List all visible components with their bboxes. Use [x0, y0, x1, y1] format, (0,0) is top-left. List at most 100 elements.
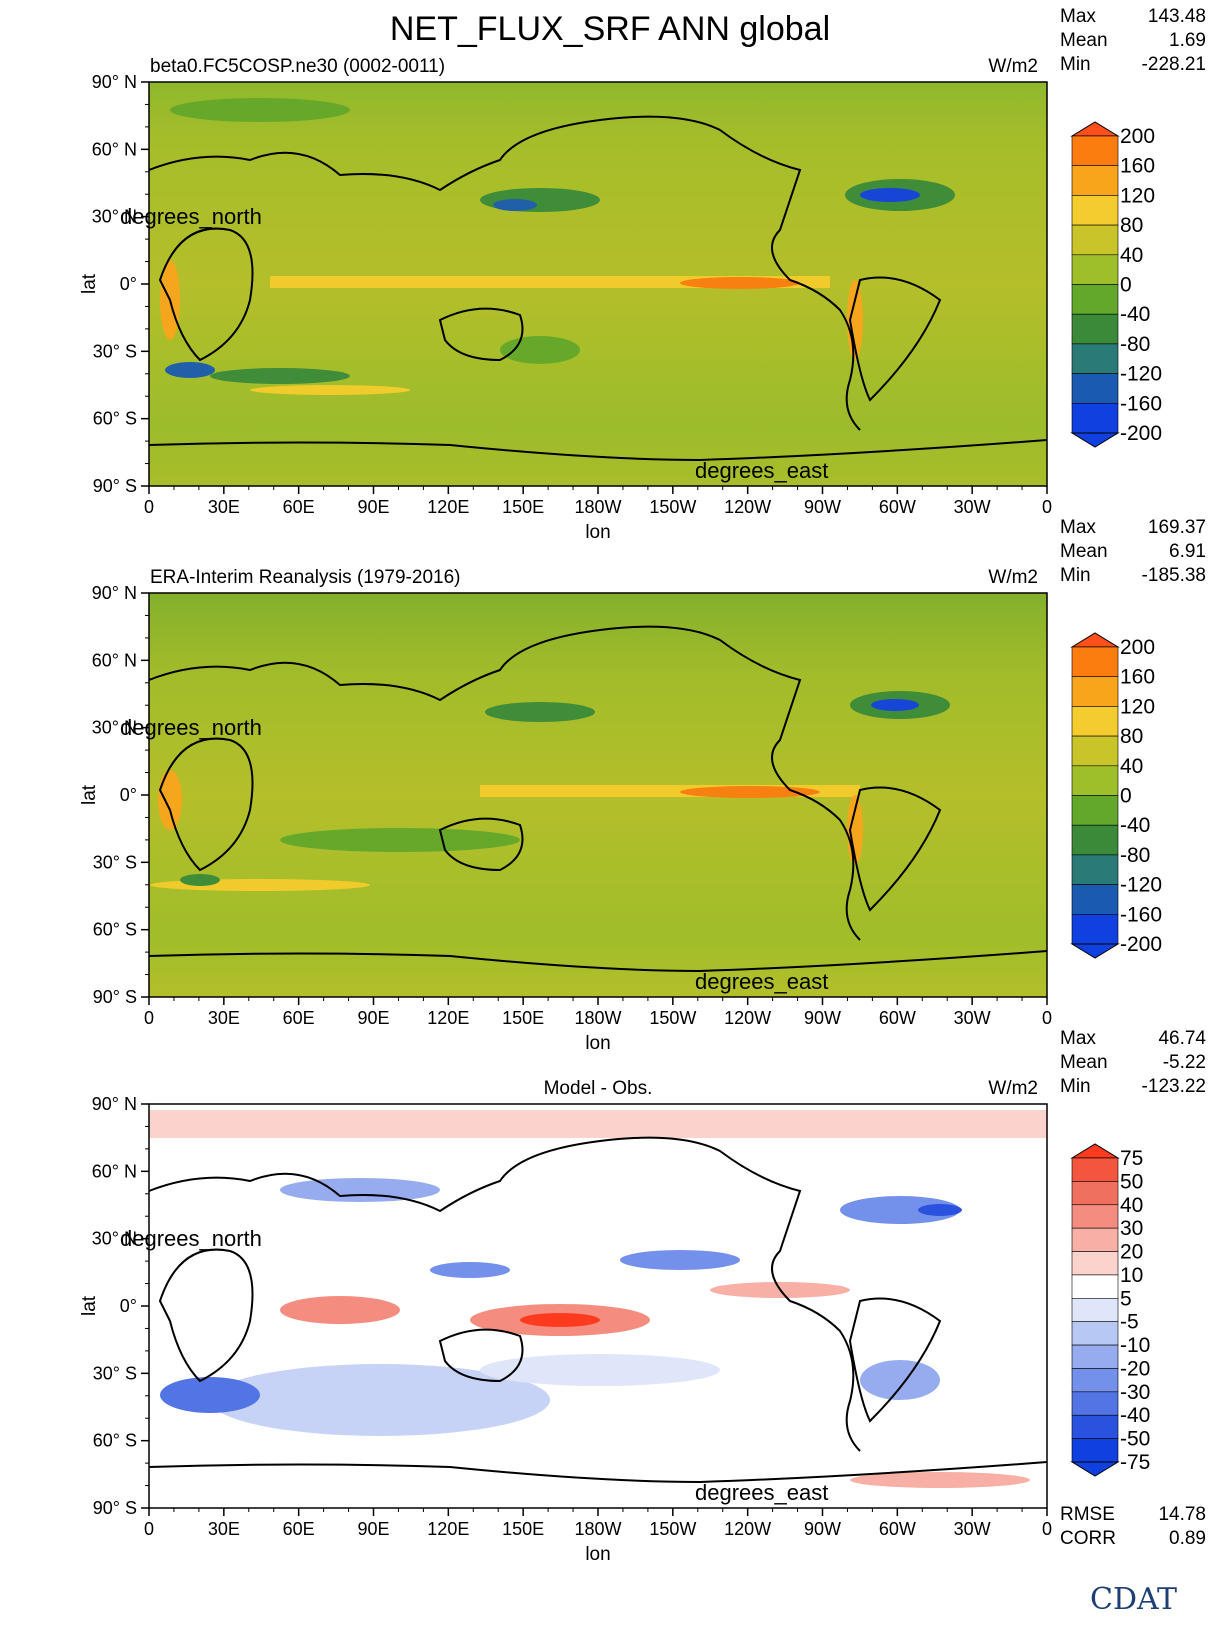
coastlines	[148, 625, 1048, 973]
stats: Max 46.74 Mean -5.22 Min -123.22 RMSE 14…	[1060, 1028, 1206, 1549]
colorbar-swatch	[1071, 913, 1119, 945]
x-tick-label: 30E	[208, 1008, 240, 1028]
x-tick-label: 150E	[502, 497, 544, 517]
colorbar-swatch	[1071, 195, 1119, 226]
colorbar-swatch	[1071, 165, 1119, 196]
x-tick-label: 60E	[283, 1519, 315, 1539]
x-tick-label: 120E	[427, 1008, 469, 1028]
colorbar-swatch	[1071, 884, 1119, 915]
y-tick-label: 60° N	[92, 139, 137, 159]
colorbar-label: -30	[1120, 1381, 1150, 1404]
y-tick-label: 60° S	[93, 1431, 137, 1451]
colorbar-top-arrow	[1070, 121, 1120, 137]
colorbar-swatch	[1071, 402, 1119, 434]
panel-name: ERA-Interim Reanalysis (1979-2016)	[150, 567, 460, 588]
y-tick-label: 60° S	[93, 920, 137, 940]
colorbar-label: -75	[1120, 1451, 1150, 1474]
colorbar-label: 120	[1120, 184, 1155, 207]
x-tick-label: 90E	[357, 1008, 389, 1028]
panel-units: W/m2	[988, 1078, 1038, 1099]
mean-value: -5.22	[1163, 1052, 1206, 1073]
colorbar-label: -10	[1120, 1334, 1150, 1357]
colorbar-label: -120	[1120, 874, 1162, 897]
y-axis: 90° N 60° N 30° N 0° 30° S 60° S 90° S	[92, 1094, 149, 1518]
x-tick-label: 90E	[357, 1519, 389, 1539]
colorbar-label: 160	[1120, 666, 1155, 689]
colorbar-label: -50	[1120, 1428, 1150, 1451]
colorbar-swatch	[1071, 224, 1119, 256]
mean-label: Mean	[1060, 541, 1108, 562]
field-features	[149, 1110, 1047, 1488]
colorbar-swatch	[1071, 313, 1119, 345]
y-tick-label: 90° S	[93, 987, 137, 1007]
x-tick-label: 30W	[954, 497, 991, 517]
colorbar-label: -80	[1120, 333, 1150, 356]
colorbar-label: -40	[1120, 814, 1150, 837]
colorbar-label: -20	[1120, 1357, 1150, 1380]
x-tick-label: 180W	[574, 1008, 621, 1028]
panel-units: W/m2	[988, 567, 1038, 588]
colorbar-swatch	[1071, 135, 1119, 167]
rmse-value: 14.78	[1158, 1504, 1206, 1525]
y-tick-label: 60° N	[92, 650, 137, 670]
x-tick-label: 60W	[879, 497, 916, 517]
y-tick-label: 30° S	[93, 341, 137, 361]
colorbar-label: 10	[1120, 1264, 1143, 1287]
corr-value: 0.89	[1169, 1528, 1206, 1549]
min-label: Min	[1060, 54, 1091, 75]
colorbar-swatch	[1071, 1368, 1119, 1393]
colorbar-swatch	[1071, 373, 1119, 404]
coastlines	[148, 115, 1048, 462]
colorbar-bottom-arrow	[1070, 943, 1120, 959]
x-tick-label: 0	[144, 497, 154, 517]
colorbar-swatch	[1071, 1414, 1119, 1439]
max-value: 46.74	[1158, 1028, 1206, 1049]
y-tick-label: 90° N	[92, 72, 137, 92]
panel-name: beta0.FC5COSP.ne30 (0002-0011)	[150, 56, 445, 77]
y-units-label: degrees_north	[120, 1226, 262, 1251]
min-value: -228.21	[1142, 54, 1206, 75]
colorbar-label: -40	[1120, 1404, 1150, 1427]
x-tick-label: 180W	[574, 1519, 621, 1539]
max-label: Max	[1060, 6, 1096, 27]
colorbar-label: 50	[1120, 1170, 1143, 1193]
coastlines	[148, 1136, 1048, 1484]
colorbar-label: -160	[1120, 392, 1162, 415]
y-axis: 90° N 60° N 30° N 0° 30° S 60° S 90° S	[92, 72, 149, 496]
y-tick-label: 30° S	[93, 1363, 137, 1383]
y-axis-label: lat	[79, 1295, 100, 1316]
x-axis: 0 30E 60E 90E 120E 150E 180W 150W 120W 90W 60W 30W 0	[144, 997, 1052, 1028]
x-units-label: degrees_east	[695, 969, 828, 994]
colorbar-swatch	[1071, 1227, 1119, 1252]
y-tick-label: 0°	[120, 785, 137, 805]
x-tick-label: 120E	[427, 497, 469, 517]
colorbar-swatch	[1071, 646, 1119, 678]
x-tick-label: 0	[144, 1008, 154, 1028]
colorbar-swatch	[1071, 765, 1119, 796]
colorbar: 200 160 120 80 40 0 -40 -80 -120 -160 -200	[1070, 121, 1162, 448]
colorbar-label: 80	[1120, 725, 1143, 748]
colorbar-swatch	[1071, 1298, 1119, 1322]
x-tick-label: 60W	[879, 1519, 916, 1539]
y-tick-label: 0°	[120, 1296, 137, 1316]
colorbar-label: 200	[1120, 125, 1155, 148]
colorbar-swatch	[1071, 284, 1119, 315]
y-axis-label: lat	[79, 784, 100, 805]
colorbar-swatch	[1071, 1157, 1119, 1182]
panel-model: beta0.FC5COSP.ne30 (0002-0011) W/m2	[79, 6, 1206, 543]
colorbar-swatch	[1071, 824, 1119, 856]
min-label: Min	[1060, 1076, 1091, 1097]
x-tick-label: 0	[1042, 497, 1052, 517]
colorbar-label: -5	[1120, 1311, 1139, 1334]
x-tick-label: 90E	[357, 497, 389, 517]
colorbar-label: -160	[1120, 903, 1162, 926]
x-tick-label: 120W	[724, 1008, 771, 1028]
panel-name: Model - Obs.	[544, 1078, 653, 1099]
x-units-label: degrees_east	[695, 458, 828, 483]
max-value: 143.48	[1148, 6, 1206, 27]
min-label: Min	[1060, 565, 1091, 586]
x-tick-label: 150E	[502, 1519, 544, 1539]
x-tick-label: 150W	[649, 1008, 696, 1028]
colorbar-label: 160	[1120, 155, 1155, 178]
